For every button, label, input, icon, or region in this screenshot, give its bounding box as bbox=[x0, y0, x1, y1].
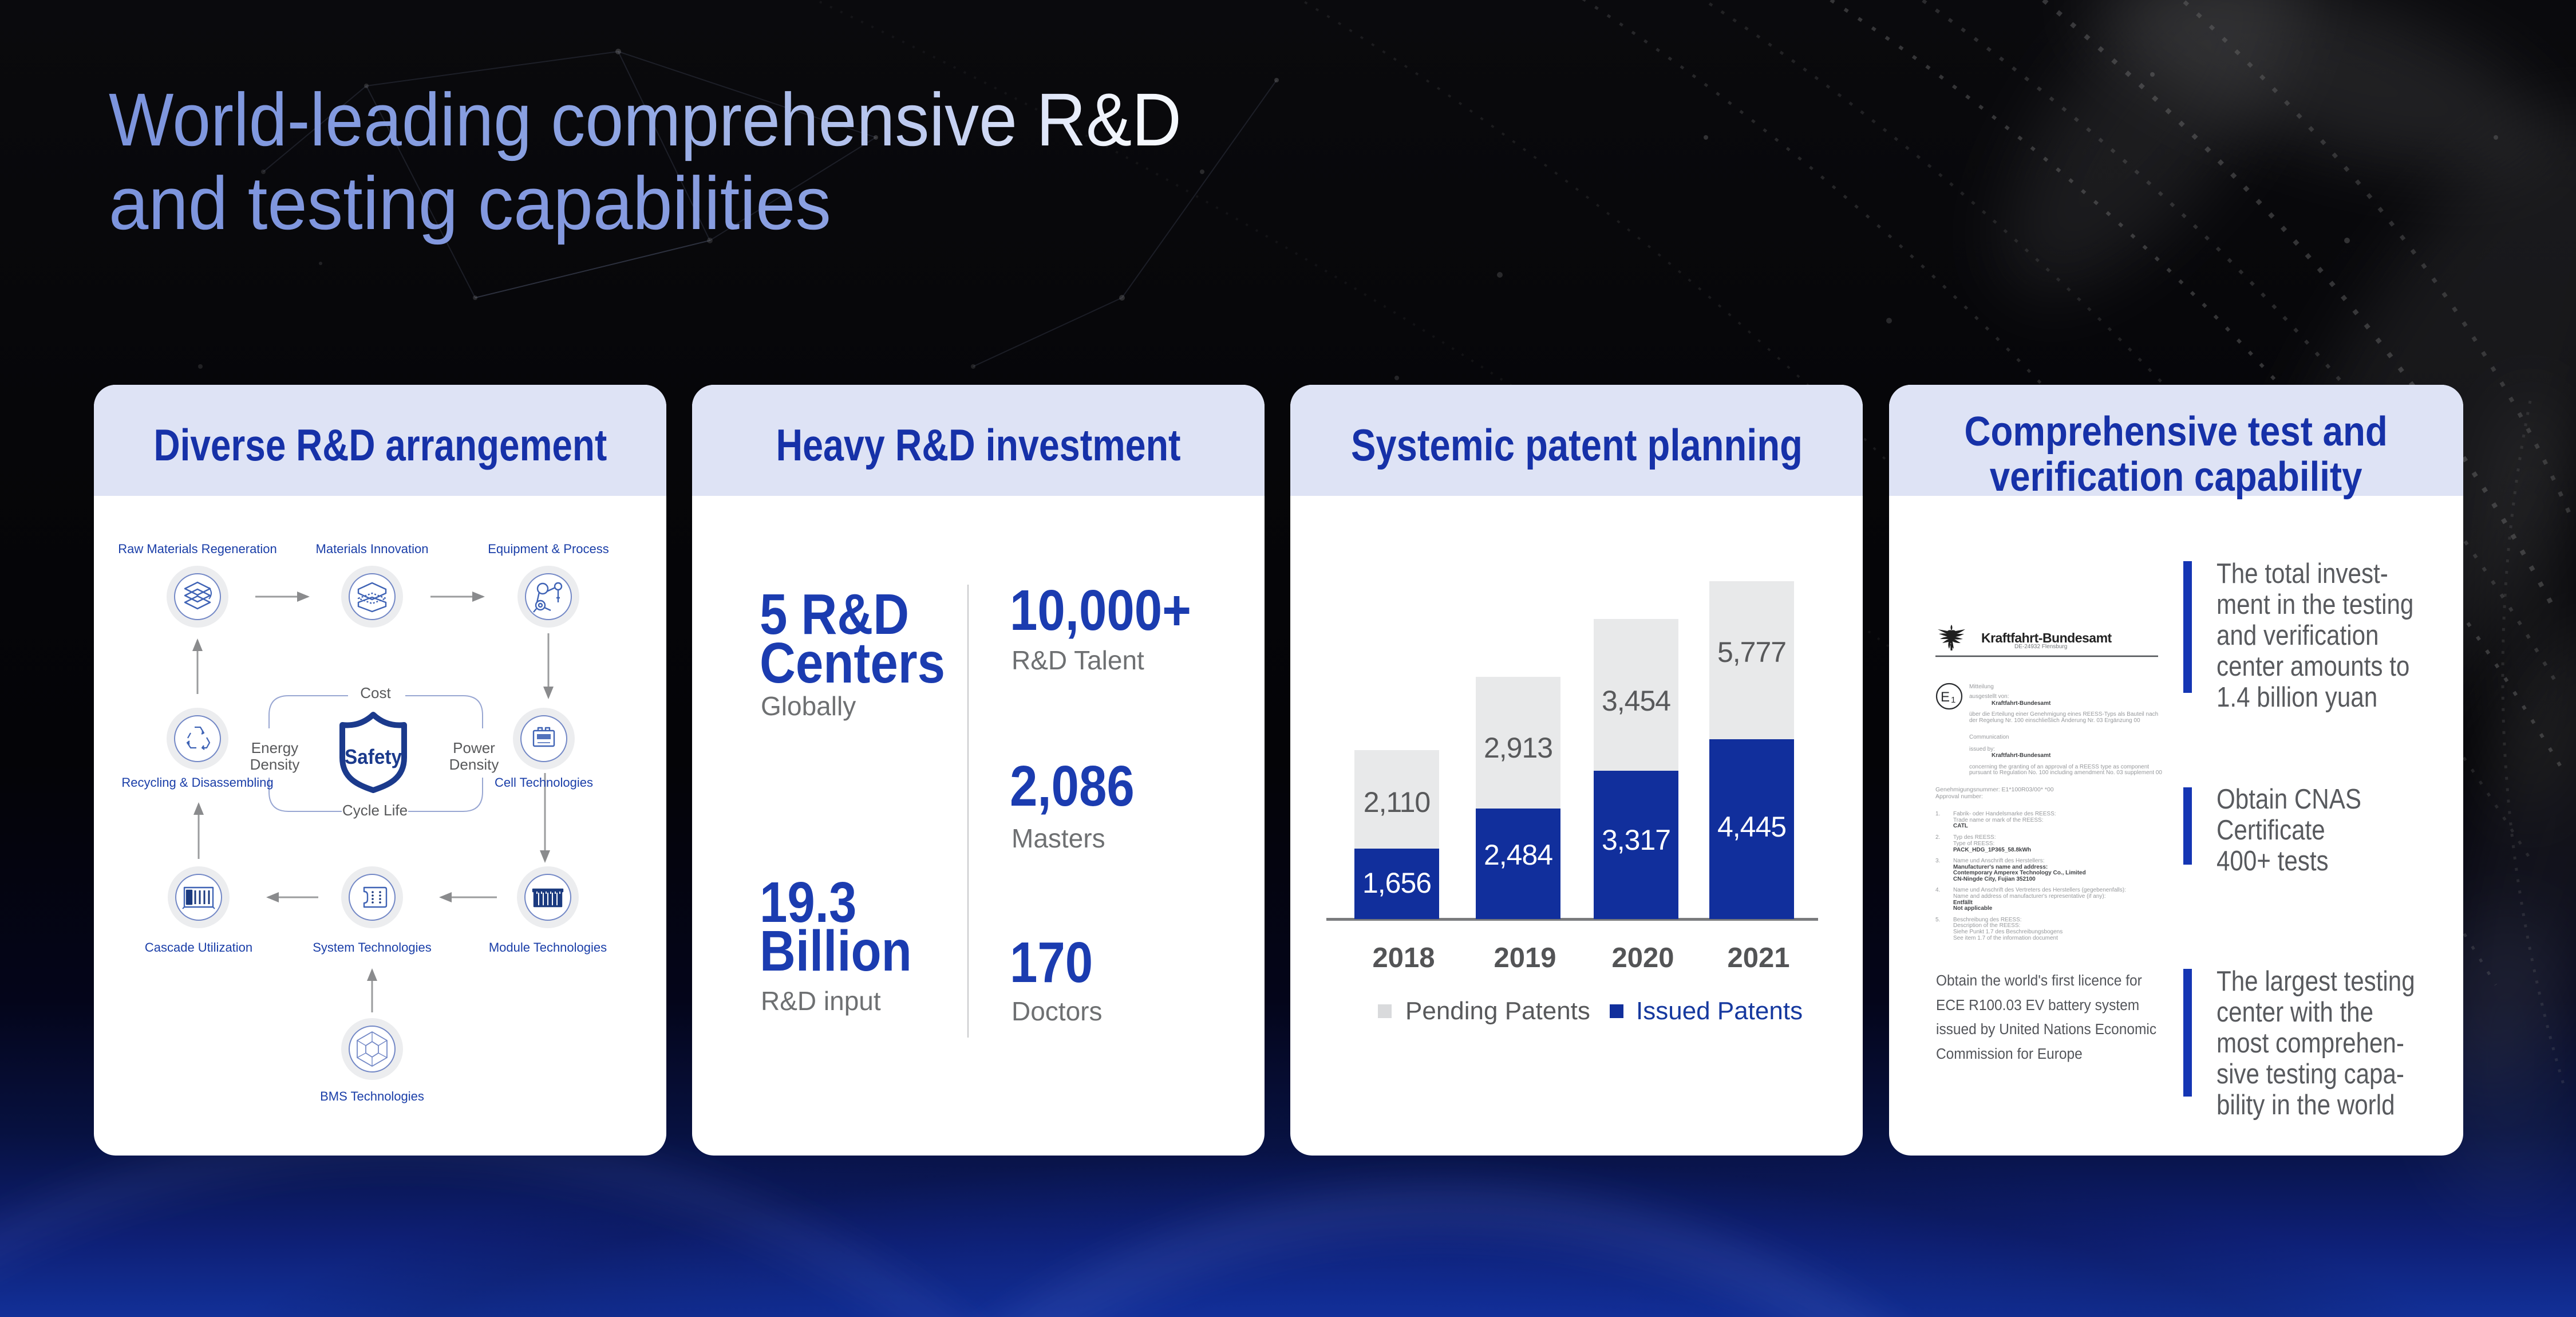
svg-text:Beschreibung des REESS:: Beschreibung des REESS: bbox=[1953, 917, 2022, 923]
svg-text:Recycling & Disassembling: Recycling & Disassembling bbox=[121, 775, 273, 790]
svg-text:System Technologies: System Technologies bbox=[313, 940, 432, 955]
svg-text:über die Erteilung einer Geneh: über die Erteilung einer Genehmigung ein… bbox=[1969, 711, 2158, 717]
svg-text:See item 1.7 of the informatio: See item 1.7 of the information document bbox=[1953, 935, 2058, 941]
svg-text:1.: 1. bbox=[1935, 811, 1940, 817]
svg-text:Materials Innovation: Materials Innovation bbox=[316, 542, 429, 556]
svg-text:Name und Anschrift des Vertret: Name und Anschrift des Vertreters des He… bbox=[1953, 887, 2126, 893]
svg-text:Not applicable: Not applicable bbox=[1953, 905, 1993, 912]
svg-text:ausgestellt von:: ausgestellt von: bbox=[1969, 693, 2009, 700]
svg-text:Mitteilung: Mitteilung bbox=[1969, 684, 1994, 690]
svg-text:Genehmigungsnummer: E1*100R03/: Genehmigungsnummer: E1*100R03/00* *00 bbox=[1935, 786, 2054, 793]
svg-text:Type of REESS:: Type of REESS: bbox=[1953, 841, 1994, 847]
svg-text:Entfällt: Entfällt bbox=[1953, 900, 1973, 906]
svg-text:Cost: Cost bbox=[360, 684, 391, 701]
svg-text:Density: Density bbox=[250, 756, 300, 773]
svg-text:Safety: Safety bbox=[345, 745, 402, 768]
svg-text:Raw Materials Regeneration: Raw Materials Regeneration bbox=[118, 542, 277, 556]
svg-text:Siehe Punkt 1.7 des Beschreibu: Siehe Punkt 1.7 des Beschreibungsbogens bbox=[1953, 929, 2063, 935]
svg-text:Communication: Communication bbox=[1969, 734, 2009, 740]
svg-text:Kraftfahrt-Bundesamt: Kraftfahrt-Bundesamt bbox=[1992, 700, 2051, 707]
svg-text:Equipment & Process: Equipment & Process bbox=[488, 542, 609, 556]
svg-text:Trade name or mark of the REES: Trade name or mark of the REESS: bbox=[1953, 817, 2043, 823]
svg-text:issued by:: issued by: bbox=[1969, 746, 1995, 752]
svg-text:3.: 3. bbox=[1935, 858, 1940, 864]
svg-text:Kraftfahrt-Bundesamt: Kraftfahrt-Bundesamt bbox=[1981, 630, 2112, 645]
svg-text:Approval number:: Approval number: bbox=[1935, 793, 1983, 800]
svg-text:Cell Technologies: Cell Technologies bbox=[495, 775, 593, 790]
svg-text:CN-Ningde City, Fujian 352100: CN-Ningde City, Fujian 352100 bbox=[1953, 876, 2036, 882]
svg-text:5.: 5. bbox=[1935, 917, 1940, 923]
svg-text:pursuant to Regulation No. 100: pursuant to Regulation No. 100 including… bbox=[1969, 770, 2162, 776]
svg-text:Contemporary Amperex Technolog: Contemporary Amperex Technology Co., Lim… bbox=[1953, 870, 2086, 876]
svg-text:Cycle Life: Cycle Life bbox=[342, 802, 408, 819]
svg-text:4.: 4. bbox=[1935, 887, 1940, 893]
svg-text:BMS Technologies: BMS Technologies bbox=[320, 1089, 424, 1103]
svg-text:Fabrik- oder Handelsmarke des: Fabrik- oder Handelsmarke des REESS: bbox=[1953, 811, 2056, 817]
svg-text:Cascade Utilization: Cascade Utilization bbox=[145, 940, 252, 955]
svg-text:2.: 2. bbox=[1935, 834, 1940, 841]
svg-text:Description of the REESS:: Description of the REESS: bbox=[1953, 922, 2020, 929]
svg-text:Manufacturer's name and addres: Manufacturer's name and address: bbox=[1953, 864, 2048, 870]
svg-text:E: E bbox=[1941, 689, 1950, 705]
svg-text:Power: Power bbox=[453, 739, 495, 756]
svg-text:der Regelung Nr. 100 einschlie: der Regelung Nr. 100 einschließlich Ände… bbox=[1969, 717, 2140, 724]
svg-text:Typ des REESS:: Typ des REESS: bbox=[1953, 834, 1996, 841]
svg-text:concerning the granting of an: concerning the granting of an approval o… bbox=[1969, 764, 2149, 770]
svg-text:1: 1 bbox=[1951, 695, 1955, 705]
svg-text:Energy: Energy bbox=[251, 739, 298, 756]
svg-text:DE-24932 Flensburg: DE-24932 Flensburg bbox=[2014, 644, 2067, 650]
svg-text:Module Technologies: Module Technologies bbox=[489, 940, 607, 955]
svg-text:Name und Anschrift des Herstel: Name und Anschrift des Herstellers: bbox=[1953, 858, 2045, 864]
svg-text:CATL: CATL bbox=[1953, 823, 1968, 829]
svg-text:Name and address of manufactur: Name and address of manufacturer's repre… bbox=[1953, 893, 2105, 900]
svg-text:Density: Density bbox=[449, 756, 499, 773]
svg-text:Kraftfahrt-Bundesamt: Kraftfahrt-Bundesamt bbox=[1992, 752, 2051, 759]
svg-text:PACK_HDG_1P365_58.8kWh: PACK_HDG_1P365_58.8kWh bbox=[1953, 847, 2031, 853]
